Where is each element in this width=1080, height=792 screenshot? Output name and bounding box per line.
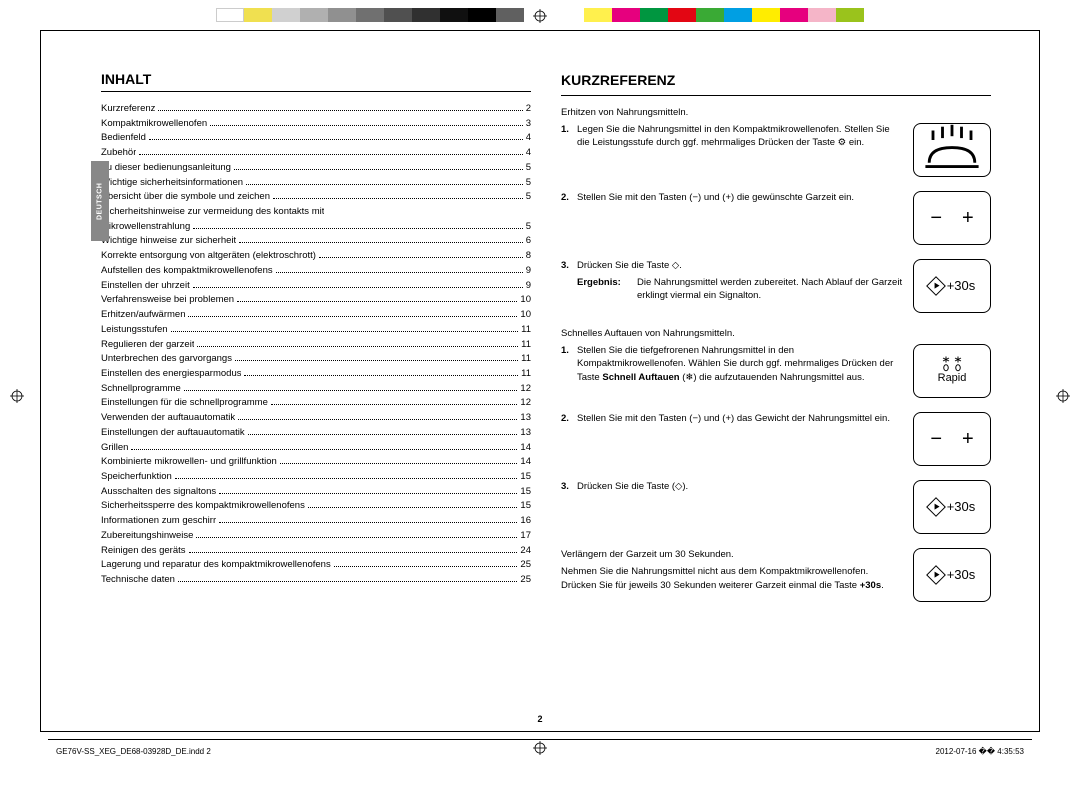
toc-row: Bedienfeld4 (101, 131, 531, 146)
defrost-section: Schnelles Auftauen von Nahrungsmitteln. … (561, 327, 991, 534)
toc-row: Kompaktmikrowellenofen3 (101, 117, 531, 132)
result-row: Ergebnis: Die Nahrungsmittel werden zube… (561, 276, 903, 303)
toc-row: Aufstellen des kompaktmikrowellenofens9 (101, 264, 531, 279)
language-tab: DEUTSCH (91, 161, 109, 241)
toc-row: Verwenden der auftauautomatik13 (101, 411, 531, 426)
list-item: 3.Drücken Sie die Taste (◇). (561, 480, 903, 493)
extend-text: Nehmen Sie die Nahrungsmittel nicht aus … (561, 565, 903, 592)
toc-row: Grillen14 (101, 441, 531, 456)
toc-row: Kurzreferenz2 (101, 102, 531, 117)
toc-row: Einstellen der uhrzeit9 (101, 279, 531, 294)
table-of-contents: Kurzreferenz2Kompaktmikrowellenofen3Bedi… (101, 102, 531, 588)
list-item: 3.Drücken Sie die Taste ◇. (561, 259, 903, 272)
toc-row: Zubehör4 (101, 146, 531, 161)
registration-mark-icon (10, 389, 24, 403)
list-item: 1.Legen Sie die Nahrungsmittel in den Ko… (561, 123, 903, 150)
start-30s-button-icon: +30s (913, 259, 991, 313)
quickref-column: Kurzreferenz Erhitzen von Nahrungsmittel… (561, 71, 991, 711)
list-item: 1.Stellen Sie die tiefgefrorenen Nahrung… (561, 344, 903, 384)
toc-row: Einstellungen für die schnellprogramme12 (101, 396, 531, 411)
toc-row: Sicherheitssperre des kompaktmikrowellen… (101, 499, 531, 514)
list-item: 2.Stellen Sie mit den Tasten (−) und (+)… (561, 191, 903, 204)
toc-row: Sicherheitshinweise zur vermeidung des k… (101, 205, 531, 220)
print-footer: GE76V-SS_XEG_DE68-03928D_DE.indd 2 2012-… (56, 747, 1024, 756)
toc-row: Ausschalten des signaltons15 (101, 485, 531, 500)
page-content: Inhalt Kurzreferenz2Kompaktmikrowellenof… (41, 31, 1039, 731)
minus-plus-button-icon: −+ (913, 191, 991, 245)
toc-row: mikrowellenstrahlung5 (101, 220, 531, 235)
toc-row: Regulieren der garzeit11 (101, 338, 531, 353)
heating-title: Erhitzen von Nahrungsmitteln. (561, 106, 991, 119)
defrost-title: Schnelles Auftauen von Nahrungsmitteln. (561, 327, 991, 340)
toc-row: Reinigen des geräts24 (101, 544, 531, 559)
toc-row: Wichtige hinweise zur sicherheit6 (101, 234, 531, 249)
toc-row: Zubereitungshinweise17 (101, 529, 531, 544)
toc-row: Leistungsstufen11 (101, 323, 531, 338)
section-heading-inhalt: Inhalt (101, 71, 531, 92)
toc-row: Wichtige sicherheitsinformationen5 (101, 176, 531, 191)
toc-row: Kombinierte mikrowellen- und grillfunkti… (101, 455, 531, 470)
start-30s-button-icon: +30s (913, 480, 991, 534)
toc-row: Technische daten25 (101, 573, 531, 588)
registration-mark-icon (533, 9, 547, 23)
microwave-button-icon (913, 123, 991, 177)
extend-title: Verlängern der Garzeit um 30 Sekunden. (561, 548, 903, 561)
heating-section: Erhitzen von Nahrungsmitteln. 1.Legen Si… (561, 106, 991, 313)
list-item: 2.Stellen Sie mit den Tasten (−) und (+)… (561, 412, 903, 425)
section-heading-kurzreferenz: Kurzreferenz (561, 71, 991, 96)
start-30s-button-icon: +30s (913, 548, 991, 602)
toc-row: Einstellungen der auftauautomatik13 (101, 426, 531, 441)
registration-mark-icon (1056, 389, 1070, 403)
toc-row: Informationen zum geschirr16 (101, 514, 531, 529)
toc-column: Inhalt Kurzreferenz2Kompaktmikrowellenof… (101, 71, 531, 711)
minus-plus-button-icon: −+ (913, 412, 991, 466)
rapid-defrost-button-icon: Rapid (913, 344, 991, 398)
toc-row: Übersicht über die symbole und zeichen5 (101, 190, 531, 205)
footer-timestamp: 2012-07-16 �� 4:35:53 (936, 747, 1024, 756)
toc-row: Zu dieser bedienungsanleitung5 (101, 161, 531, 176)
page-number: 2 (537, 714, 542, 724)
toc-row: Schnellprogramme12 (101, 382, 531, 397)
footer-rule (48, 739, 1032, 740)
toc-row: Verfahrensweise bei problemen10 (101, 293, 531, 308)
footer-filename: GE76V-SS_XEG_DE68-03928D_DE.indd 2 (56, 747, 211, 756)
toc-row: Unterbrechen des garvorgangs11 (101, 352, 531, 367)
toc-row: Speicherfunktion15 (101, 470, 531, 485)
toc-row: Lagerung und reparatur des kompaktmikrow… (101, 558, 531, 573)
toc-row: Korrekte entsorgung von altgeräten (elek… (101, 249, 531, 264)
extend-section: Verlängern der Garzeit um 30 Sekunden. N… (561, 548, 991, 602)
toc-row: Erhitzen/aufwärmen10 (101, 308, 531, 323)
page-crop: DEUTSCH Inhalt Kurzreferenz2Kompaktmikro… (40, 30, 1040, 732)
toc-row: Einstellen des energiesparmodus11 (101, 367, 531, 382)
